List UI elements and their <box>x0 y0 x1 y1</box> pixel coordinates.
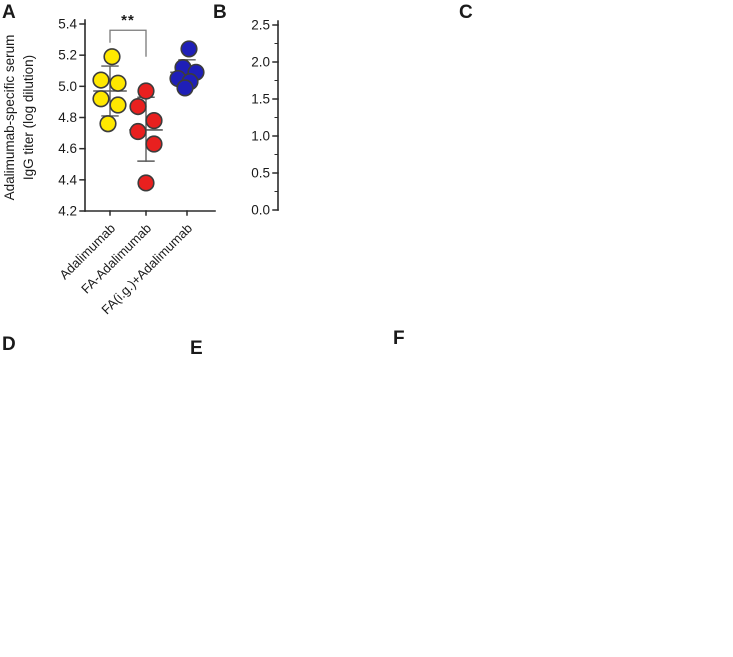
y-tick-label: 4.8 <box>58 110 77 125</box>
panel-letter-c: C <box>459 2 473 23</box>
panel-b-binding-curve: 0.0 0.5 1.0 1.5 2.0 2.5 <box>251 18 279 218</box>
y-tick-label: 4.4 <box>58 172 77 187</box>
y-tick-label: 5.2 <box>58 48 77 63</box>
data-point <box>145 112 163 130</box>
y-tick-label: 4.2 <box>58 204 77 219</box>
panel-letter-b: B <box>213 2 227 23</box>
data-point <box>180 40 198 58</box>
data-point <box>109 96 127 114</box>
significance-bracket <box>109 29 147 57</box>
data-point <box>137 174 155 192</box>
panel-f-bloodloss-dotplot <box>0 0 300 150</box>
data-point <box>129 97 147 116</box>
data-point <box>137 82 155 100</box>
data-point <box>109 74 127 92</box>
data-point <box>145 135 163 153</box>
data-point <box>92 90 110 108</box>
panel-letter-d: D <box>2 334 16 355</box>
data-point <box>103 48 121 66</box>
data-point <box>92 71 110 89</box>
y-axis-title: IgG titer (log dilution) <box>21 55 36 180</box>
panel-letter-f: F <box>393 328 405 349</box>
y-tick-label: 1.0 <box>251 129 270 144</box>
data-point <box>99 115 117 133</box>
data-point <box>129 122 147 141</box>
y-tick-label: 1.5 <box>251 92 270 107</box>
y-tick-label: 5.0 <box>58 79 77 94</box>
y-tick-label: 5.4 <box>58 17 77 32</box>
y-tick-label: 2.0 <box>251 55 270 70</box>
y-axis-title: Adalimumab-specific serum <box>2 35 17 201</box>
panel-letter-a: A <box>2 2 16 23</box>
panel-a-dotplot: 4.2 4.4 4.6 4.8 5.0 5.2 5.4 Adalimumab-specific… <box>2 12 216 317</box>
y-tick-label: 4.6 <box>58 141 77 156</box>
y-tick-label: 0.5 <box>251 166 270 181</box>
y-tick-label: 2.5 <box>251 18 270 33</box>
y-tick-label: 0.0 <box>251 203 270 218</box>
panel-letter-e: E <box>190 338 203 359</box>
significance-label: ** <box>121 12 135 29</box>
data-point <box>176 79 194 97</box>
